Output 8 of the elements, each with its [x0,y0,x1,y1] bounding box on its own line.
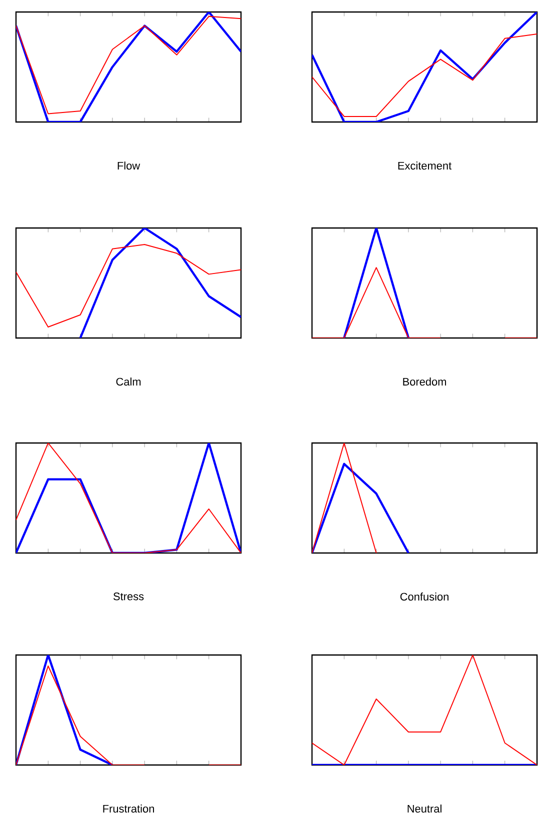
text: Neutral [408,804,442,813]
text: Confusion [400,592,448,601]
text: Frustration [103,804,154,813]
text: Boredom [403,378,446,386]
text: Flow [118,162,140,170]
text: Calm [116,378,141,386]
text: Stress [113,592,144,600]
text: Excitement [398,162,452,170]
